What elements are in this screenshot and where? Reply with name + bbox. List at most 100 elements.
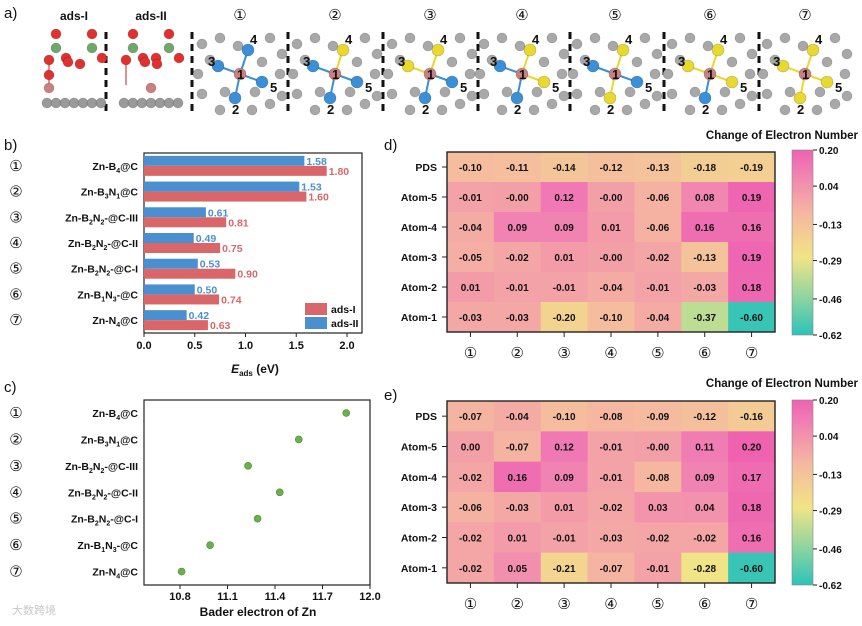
cell-value: -0.04 — [600, 283, 623, 294]
cell-value: -0.28 — [693, 564, 716, 575]
cell-value: -0.06 — [646, 193, 669, 204]
column-label: ④ — [604, 596, 617, 613]
dopant-atom-4 — [616, 43, 630, 57]
carbon-atom — [454, 98, 466, 110]
colorbar-tick-label: 0.04 — [819, 182, 839, 193]
cell-value: -0.10 — [553, 412, 576, 423]
heatmap-cell — [587, 461, 635, 493]
carbon-atom — [744, 68, 756, 80]
category-marker: ③ — [9, 458, 22, 475]
dopant-atom-5 — [820, 75, 834, 89]
heatmap-cell — [540, 461, 589, 493]
heatmap-cell — [681, 522, 729, 554]
colorbar-tick-label: -0.13 — [819, 470, 842, 481]
heatmap-cell — [540, 492, 589, 523]
heatmap-cell — [681, 152, 729, 183]
bar-value-label: 0.90 — [237, 269, 258, 281]
carbon-atom — [761, 88, 773, 100]
carbon-atom — [571, 38, 583, 50]
panel-label-e: e) — [384, 387, 397, 404]
dopant-atom-4 — [523, 43, 537, 57]
carbon-atom — [689, 86, 701, 98]
atom-number-label: 4 — [440, 32, 448, 47]
cell-value: -0.18 — [693, 163, 716, 174]
atom-number-label: 2 — [702, 102, 709, 117]
cell-value: 0.16 — [695, 223, 715, 234]
bar-ads-i — [144, 294, 220, 305]
category-marker: ② — [9, 184, 22, 201]
carbon-atom — [256, 56, 268, 68]
dopant-atom-4 — [431, 43, 445, 57]
bar-ads-ii — [144, 155, 305, 166]
heatmap-cell — [634, 302, 682, 333]
colorbar-tick-label: -0.29 — [819, 507, 842, 518]
carbon-atom — [501, 86, 513, 98]
cell-value: -0.13 — [693, 253, 716, 264]
heatmap-cell — [681, 461, 729, 493]
heatmap-cell — [540, 272, 589, 303]
row-label: Atom-2 — [401, 533, 437, 545]
heatmap-cell — [447, 302, 495, 333]
carbon-atom — [276, 48, 288, 60]
heatmap-cell — [634, 242, 682, 273]
category-marker: ⑦ — [9, 564, 22, 581]
oxygen-atom — [43, 54, 55, 66]
row-label: Atom-4 — [401, 222, 437, 234]
heatmap-cell — [540, 522, 589, 554]
atom-number-label: 4 — [815, 32, 823, 47]
carbon-atom — [666, 88, 678, 100]
category-marker: ⑥ — [9, 286, 22, 303]
carbon-atom — [386, 38, 398, 50]
cell-value: 0.01 — [554, 253, 574, 264]
structure-header: ⑥ — [703, 7, 716, 24]
cell-value: -0.05 — [459, 253, 482, 264]
heatmap-cell — [447, 552, 495, 584]
dopant-atom-4 — [711, 43, 725, 57]
cell-value: -0.08 — [646, 473, 669, 484]
carbon-atom — [41, 97, 53, 109]
cell-value: 0.09 — [695, 473, 715, 484]
column-label: ① — [464, 596, 477, 613]
atom-number-label: 4 — [532, 32, 540, 47]
cell-value: 0.12 — [554, 193, 574, 204]
atom-number-label: 5 — [270, 80, 277, 95]
dopant-atom-5 — [630, 75, 644, 89]
cell-value: -0.02 — [459, 534, 482, 545]
carbon-atom — [264, 32, 276, 44]
category-marker: ④ — [9, 484, 22, 501]
sulfur-atom — [127, 42, 139, 54]
column-label: ⑥ — [698, 345, 711, 362]
carbon-atom — [351, 56, 363, 68]
column-label: ③ — [557, 596, 570, 613]
heatmap-cell — [493, 182, 542, 213]
cell-value: 0.16 — [742, 223, 762, 234]
colorbar-tick-label: 0.04 — [819, 432, 839, 443]
dopant-atom-2 — [510, 91, 524, 105]
bar-ads-i — [144, 320, 208, 331]
carbon-atom — [662, 68, 674, 80]
carbon-atom — [607, 40, 619, 52]
carbon-atom — [163, 97, 175, 109]
dopant-atom-3 — [493, 59, 507, 73]
row-label: Atom-1 — [401, 312, 437, 324]
atom-number-label: 1 — [612, 67, 619, 82]
cell-value: -0.60 — [740, 564, 763, 575]
heatmap-cell — [493, 492, 542, 523]
oxygen-atom — [127, 28, 139, 40]
cell-value: -0.13 — [646, 163, 669, 174]
heatmap-cell — [634, 182, 682, 213]
cell-value: -0.01 — [600, 443, 623, 454]
cell-value: -0.02 — [693, 534, 716, 545]
sulfur-atom — [163, 42, 175, 54]
category-label: Zn-B4@C — [92, 161, 138, 175]
carbon-atom — [214, 32, 226, 44]
cell-value: -0.00 — [506, 193, 529, 204]
category-label: Zn-B2N2-@C-II — [68, 238, 138, 252]
carbon-atom — [734, 32, 746, 44]
dopant-atom-5 — [445, 75, 459, 89]
scatter-point — [294, 435, 303, 444]
carbon-atom — [486, 54, 498, 66]
carbon-atom — [528, 104, 540, 116]
atom-number-label: 4 — [720, 32, 728, 47]
